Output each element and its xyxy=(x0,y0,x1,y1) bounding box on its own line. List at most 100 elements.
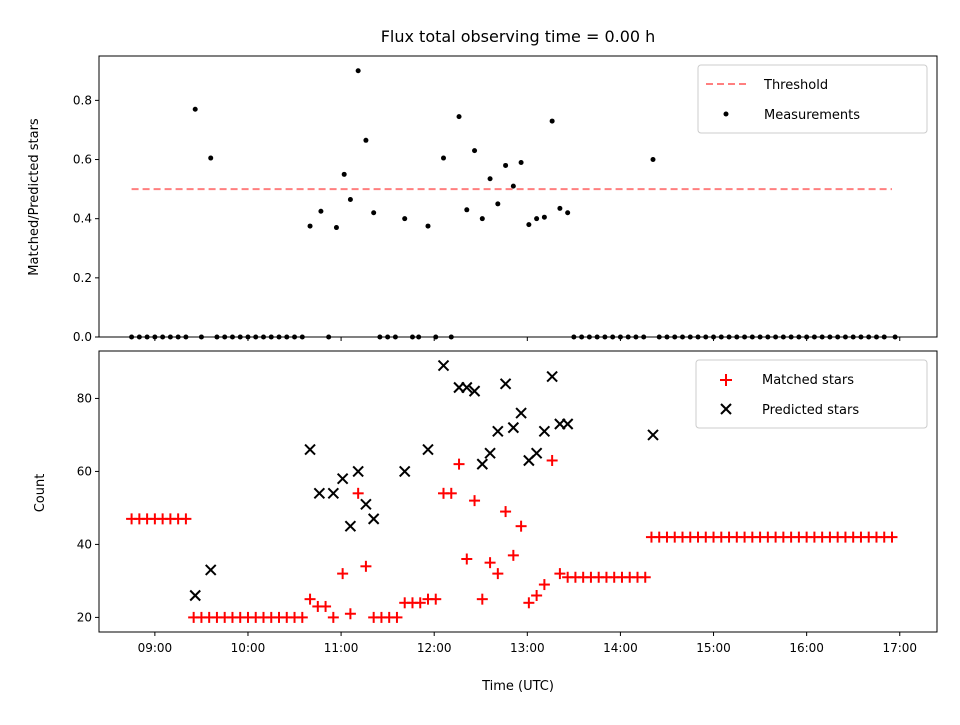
measurement-point xyxy=(811,334,817,340)
measurement-point xyxy=(695,334,701,340)
measurement-point xyxy=(586,334,592,340)
matched-star-point xyxy=(538,579,550,591)
top-legend-box xyxy=(697,64,928,134)
measurement-point xyxy=(757,334,763,340)
measurement-point xyxy=(292,334,298,340)
measurement-point xyxy=(333,225,339,231)
legend-matched-swatch xyxy=(720,374,732,386)
measurement-point xyxy=(850,334,856,340)
y-tick-label: 20 xyxy=(77,610,92,624)
matched-star-point xyxy=(554,568,566,580)
measurement-point xyxy=(495,201,501,207)
matched-star-point xyxy=(344,608,356,620)
measurement-point xyxy=(136,334,142,340)
predicted-star-point xyxy=(313,487,326,500)
measurement-point xyxy=(641,334,647,340)
legend-matched-label: Matched stars xyxy=(762,373,854,388)
measurement-point xyxy=(363,137,369,143)
predicted-star-point xyxy=(189,589,201,602)
measurement-point xyxy=(672,334,678,340)
top-panel-frame xyxy=(98,55,938,338)
measurement-point xyxy=(409,334,415,340)
measurement-point xyxy=(571,334,577,340)
matched-star-point xyxy=(453,458,465,470)
measurement-point xyxy=(557,205,563,211)
measurement-point xyxy=(726,334,732,340)
measurement-point xyxy=(773,334,779,340)
measurement-point xyxy=(479,216,485,222)
matched-star-point xyxy=(500,506,512,518)
measurement-point xyxy=(276,334,282,340)
measurement-point xyxy=(355,68,361,74)
x-tick-label: 12:00 xyxy=(417,641,452,655)
matched-star-point xyxy=(327,611,339,623)
matched-star-point xyxy=(507,549,519,561)
measurement-point xyxy=(237,334,243,340)
x-tick-label: 13:00 xyxy=(510,641,545,655)
bottom-x-ticks: 09:00 10:00 11:00 12:00 13:00 14:00 15:00 16:00… xyxy=(138,632,917,655)
measurement-point xyxy=(892,334,898,340)
matched-star-point xyxy=(296,611,308,623)
predicted-star-point xyxy=(515,407,527,419)
y-tick-label: 0.6 xyxy=(73,153,92,167)
top-y-ticks: 0.0 0.2 0.4 0.6 0.8 xyxy=(73,93,99,344)
measurement-point xyxy=(456,114,462,120)
measurement-point xyxy=(192,106,198,112)
predicted-star-point xyxy=(422,443,434,456)
measurement-point xyxy=(711,334,717,340)
x-tick-label: 11:00 xyxy=(324,641,359,655)
matched-star-point xyxy=(320,600,332,612)
matched-star-point xyxy=(304,593,316,605)
measurement-point xyxy=(827,334,833,340)
predicted-star-point xyxy=(476,458,489,470)
measurement-point xyxy=(534,216,540,222)
matched-star-point xyxy=(430,593,442,605)
matched-star-point xyxy=(886,531,898,543)
measurement-point xyxy=(718,334,724,340)
measurement-point xyxy=(318,208,324,214)
measurement-point xyxy=(464,207,470,213)
measurement-point xyxy=(222,334,228,340)
measurement-point xyxy=(371,210,377,216)
measurement-point xyxy=(819,334,825,340)
matched-star-point xyxy=(360,560,372,572)
measurement-point xyxy=(385,334,391,340)
measurement-point xyxy=(804,334,810,340)
measurement-point xyxy=(873,334,879,340)
legend-predicted-swatch xyxy=(720,403,732,415)
measurement-point xyxy=(175,334,181,340)
measurement-point xyxy=(842,334,848,340)
measurement-point xyxy=(402,216,408,222)
predicted-star-point xyxy=(360,498,372,510)
bottom-panel: 20 40 60 80 09:00 10:00 11:00 12:00 13:00 14:00 1… xyxy=(33,350,938,694)
measurement-point xyxy=(284,334,290,340)
y-tick-label: 0.4 xyxy=(73,212,92,226)
legend-measurements-swatch xyxy=(723,111,729,117)
bottom-legend-box xyxy=(695,359,928,429)
measurement-point xyxy=(487,176,493,182)
measurement-point xyxy=(229,334,235,340)
measurement-point xyxy=(441,155,447,161)
matched-star-point xyxy=(492,568,504,580)
measurement-point xyxy=(472,148,478,154)
matched-star-point xyxy=(180,513,192,525)
measurement-point xyxy=(594,334,600,340)
bottom-y-ticks: 20 40 60 80 xyxy=(77,391,99,624)
matched-star-point xyxy=(337,568,349,580)
measurement-point xyxy=(518,159,524,165)
measurement-point xyxy=(425,223,431,229)
measurement-point xyxy=(579,334,585,340)
matched-star-point xyxy=(461,553,473,565)
matched-star-point xyxy=(414,597,426,609)
predicted-star-point xyxy=(367,513,380,525)
matched-star-point xyxy=(531,590,543,602)
legend-threshold-label: Threshold xyxy=(763,78,828,93)
measurement-point xyxy=(377,334,383,340)
measurement-point xyxy=(565,210,571,216)
measurement-point xyxy=(416,334,422,340)
measurement-point xyxy=(326,334,332,340)
measurement-point xyxy=(881,334,887,340)
measurement-point xyxy=(633,334,639,340)
measurement-point xyxy=(307,223,313,229)
measurement-point xyxy=(433,334,439,340)
